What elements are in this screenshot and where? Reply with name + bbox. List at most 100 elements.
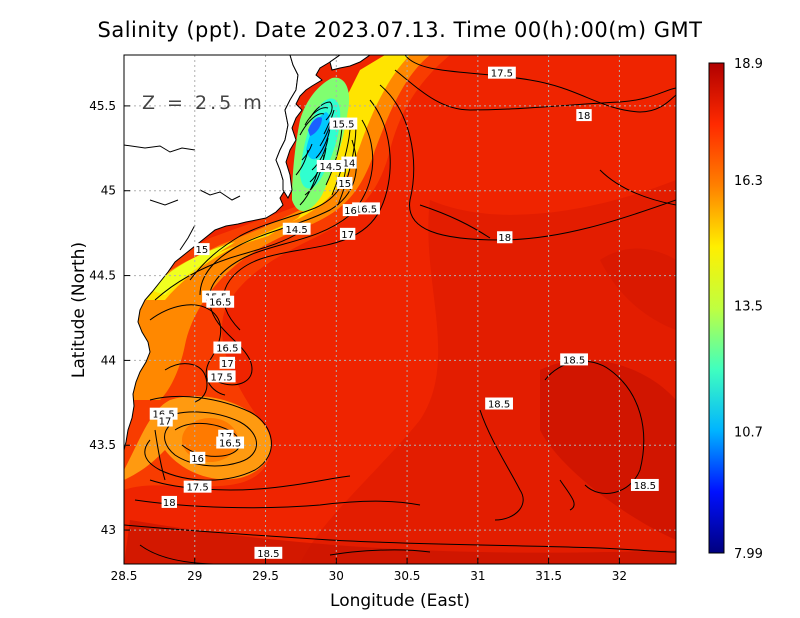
y-tick-label: 44.5: [89, 269, 116, 283]
x-tick-label: 31: [470, 569, 485, 583]
contour-label-bg: [254, 546, 283, 559]
blue-low-salinity: [306, 112, 331, 160]
x-tick-label: 28.5: [111, 569, 138, 583]
contour-label-bg: [194, 243, 210, 256]
contour-label-bg: [207, 370, 236, 383]
contour-label-text: 16.5: [216, 344, 238, 355]
contour-label: 18.5: [630, 478, 659, 492]
contour-label: 18.5: [254, 546, 283, 560]
colorbar-label: 7.99: [734, 547, 763, 562]
contour-label-text: 15.5: [332, 120, 354, 131]
contour-label: 17.5: [207, 370, 236, 383]
contour-label-text: 18: [498, 233, 511, 244]
plot-area: 17.51815.51414.51516.51614.517181515.516…: [124, 55, 676, 564]
contour-label-bg: [339, 227, 356, 240]
contour-labels: 17.51815.51414.51516.51614.517181515.516…: [149, 66, 659, 560]
contour-label-text: 18.5: [634, 481, 656, 492]
contour-label-text: 17.5: [491, 69, 513, 80]
contour-label-text: 14.5: [286, 225, 308, 236]
contour-label-text: 18: [578, 111, 591, 122]
darkblue-low-salinity: [308, 117, 322, 136]
contour-label-text: 16: [344, 206, 357, 217]
contour-label-text: 16.5: [355, 204, 377, 215]
land-detail: [124, 144, 241, 251]
contour-label-text: 17: [159, 416, 172, 427]
contour-label-text: 14: [343, 159, 356, 170]
colorbar-label: 10.7: [734, 425, 763, 440]
contour-label: 17: [219, 356, 236, 370]
plot-frame: [123, 54, 677, 565]
contour-label: 15: [337, 176, 353, 190]
contour-label-bg: [560, 353, 588, 366]
contour-label-text: 18.5: [488, 400, 510, 411]
contour-label-text: 16: [191, 454, 204, 465]
contour-label-bg: [216, 436, 245, 449]
contour-label-text: 15: [338, 179, 351, 190]
y-axis-ticks: 43 43.5 44 44.5 45 45.5: [89, 99, 130, 537]
contour-label-bg: [219, 356, 236, 369]
contour-label: 18.5: [485, 397, 513, 411]
contour-label-bg: [183, 480, 212, 493]
contour-label-bg: [157, 414, 173, 427]
contour-label-text: 17: [341, 230, 354, 241]
contour-label: 16: [189, 451, 206, 465]
contour-label-bg: [497, 231, 513, 244]
contour-label-text: 18.5: [563, 355, 585, 366]
contour-label-text: 17.5: [211, 372, 233, 383]
contour-label: 17: [339, 227, 356, 241]
contour-label-bg: [206, 295, 235, 308]
y-tick-label: 45.5: [89, 99, 116, 113]
contour-label-text: 16.5: [209, 298, 231, 309]
contour-label: 16.5: [216, 436, 245, 450]
colorbar-label: 16.3: [734, 174, 763, 189]
contour-label: 18.5: [560, 353, 588, 366]
contour-label-text: 18: [163, 498, 176, 509]
contour-label-bg: [485, 397, 513, 410]
contour-label: 14.5: [316, 159, 345, 173]
contour-label: 16.5: [213, 341, 242, 355]
x-axis-ticks: 28.5 29 29.5 30 30.5 31 31.5 32: [111, 558, 627, 583]
contour-label-bg: [342, 204, 359, 217]
contour-label-text: 17.5: [186, 483, 208, 494]
contour-label-bg: [161, 495, 177, 508]
y-tick-label: 43: [101, 523, 116, 537]
y-tick-label: 44: [101, 353, 116, 367]
contour-label: 18: [161, 495, 177, 509]
contour-label: 17.5: [183, 480, 212, 494]
contour-label: 18: [497, 231, 513, 244]
yellow-lobe: [150, 242, 235, 295]
colorbar: 18.9 16.3 13.5 10.7 7.99: [708, 57, 763, 562]
contour-label-bg: [341, 156, 357, 169]
contour-label-text: 18.5: [257, 549, 279, 560]
x-tick-label: 29.5: [252, 569, 279, 583]
contour-label: 14: [341, 156, 357, 170]
map-title: Salinity (ppt). Date 2023.07.13. Time 00…: [97, 18, 703, 42]
x-tick-label: 30.5: [394, 569, 421, 583]
contour-label-bg: [576, 109, 592, 122]
colorbar-label: 13.5: [734, 300, 763, 315]
contour-label-text: 14.5: [320, 162, 342, 173]
x-tick-label: 32: [612, 569, 627, 583]
contour-label: 16.5: [352, 202, 380, 215]
contour-label-bg: [316, 159, 345, 172]
contour-label-bg: [282, 222, 311, 235]
x-tick-label: 31.5: [535, 569, 562, 583]
orange-eddy-core: [182, 418, 238, 462]
depth-annotation: Z = 2.5 m: [142, 92, 265, 114]
contour-label: 15.5: [329, 117, 358, 131]
x-axis-title: Longitude (East): [330, 591, 470, 611]
contour-label: 17.5: [488, 66, 516, 80]
colorbar-labels: 18.9 16.3 13.5 10.7 7.99: [734, 57, 763, 562]
danube-delta: [275, 55, 341, 200]
contour-label-bg: [630, 478, 659, 491]
y-axis-title: Latitude (North): [69, 242, 89, 378]
contour-label-bg: [337, 176, 353, 189]
colorbar-label: 18.9: [734, 57, 763, 72]
y-tick-label: 43.5: [89, 438, 116, 452]
contour-label-bg: [488, 66, 516, 79]
contour-label-bg: [352, 202, 380, 215]
x-tick-label: 30: [329, 569, 344, 583]
land-masses: [124, 55, 371, 451]
contour-label: 17: [157, 414, 173, 427]
colorbar-gradient: [708, 62, 725, 554]
